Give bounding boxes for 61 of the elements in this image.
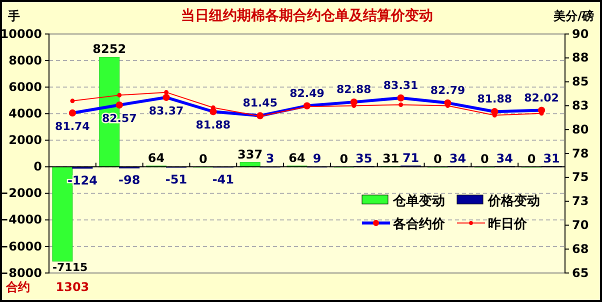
data-label: 0	[527, 152, 536, 166]
x-tick-label: 1303	[56, 280, 90, 294]
data-label: 9	[312, 152, 322, 166]
legend-label: 各合约价	[392, 216, 446, 232]
y-tick-label: 0	[34, 160, 42, 174]
data-label: 81.88	[477, 92, 512, 106]
chart-title: 当日纽约期棉各期合约仓单及结算价变动	[181, 7, 433, 24]
data-label: 8252	[92, 42, 126, 56]
data-label: 0	[480, 152, 489, 166]
data-label: 64	[288, 150, 306, 165]
data-label: 0	[434, 152, 442, 166]
y2-tick-label: 90	[572, 26, 589, 41]
y2-tick-label: 68	[572, 242, 589, 256]
y2-tick-label: 73	[572, 194, 589, 208]
y-tick-label: −6000	[0, 239, 42, 254]
y2-tick-label: 85	[572, 74, 589, 89]
data-label: 82.02	[524, 91, 559, 104]
y-tick-label: 6000	[8, 80, 42, 94]
data-label: 81.88	[196, 118, 231, 132]
data-label: 31	[382, 151, 400, 166]
y2-tick-label: 70	[572, 218, 589, 232]
y2-axis-title: 美分/磅	[552, 9, 594, 23]
data-label: 337	[238, 147, 263, 162]
data-label: 71	[402, 150, 420, 165]
data-label: 31	[543, 151, 560, 166]
y2-tick-label: 75	[572, 170, 589, 184]
data-label: 82.49	[290, 86, 324, 100]
data-label: 81.74	[55, 120, 90, 133]
y-tick-label: −4000	[0, 212, 42, 227]
data-label: 0	[340, 152, 348, 166]
y-tick-label: 10000	[0, 26, 42, 41]
data-label: -41	[212, 172, 234, 186]
data-label: 34	[496, 151, 513, 166]
legend-label: 价格变动	[487, 193, 540, 209]
y-tick-label: 2000	[8, 133, 42, 148]
data-label: 82.79	[430, 84, 466, 97]
y-tick-label: −8000	[0, 266, 42, 280]
legend-label: 昨日价	[488, 217, 528, 232]
data-label: -7115	[52, 261, 88, 274]
data-label: 64	[148, 150, 165, 165]
data-label: 82.88	[336, 83, 372, 96]
x-axis-title: 合约	[5, 280, 30, 294]
data-label: 81.45	[242, 96, 278, 110]
y2-tick-label: 65	[572, 266, 589, 280]
data-label: 83.31	[383, 78, 418, 92]
y-axis-title: 手	[7, 9, 20, 23]
y-tick-label: 8000	[8, 53, 42, 68]
legend-label: 仓单变动	[392, 193, 445, 209]
y2-tick-label: 83	[572, 98, 589, 113]
y2-tick-label: 80	[572, 122, 589, 136]
data-label: 3	[266, 152, 274, 166]
y2-tick-label: 78	[572, 146, 589, 160]
data-label: -51	[165, 172, 188, 186]
data-label: 35	[356, 151, 372, 166]
y-tick-label: 4000	[8, 106, 42, 121]
data-label: 0	[199, 152, 208, 166]
data-label: 34	[449, 151, 466, 166]
data-label: -98	[118, 173, 140, 188]
y2-tick-label: 88	[572, 50, 589, 65]
data-label: 83.37	[148, 104, 184, 118]
y-tick-label: −2000	[0, 186, 42, 200]
